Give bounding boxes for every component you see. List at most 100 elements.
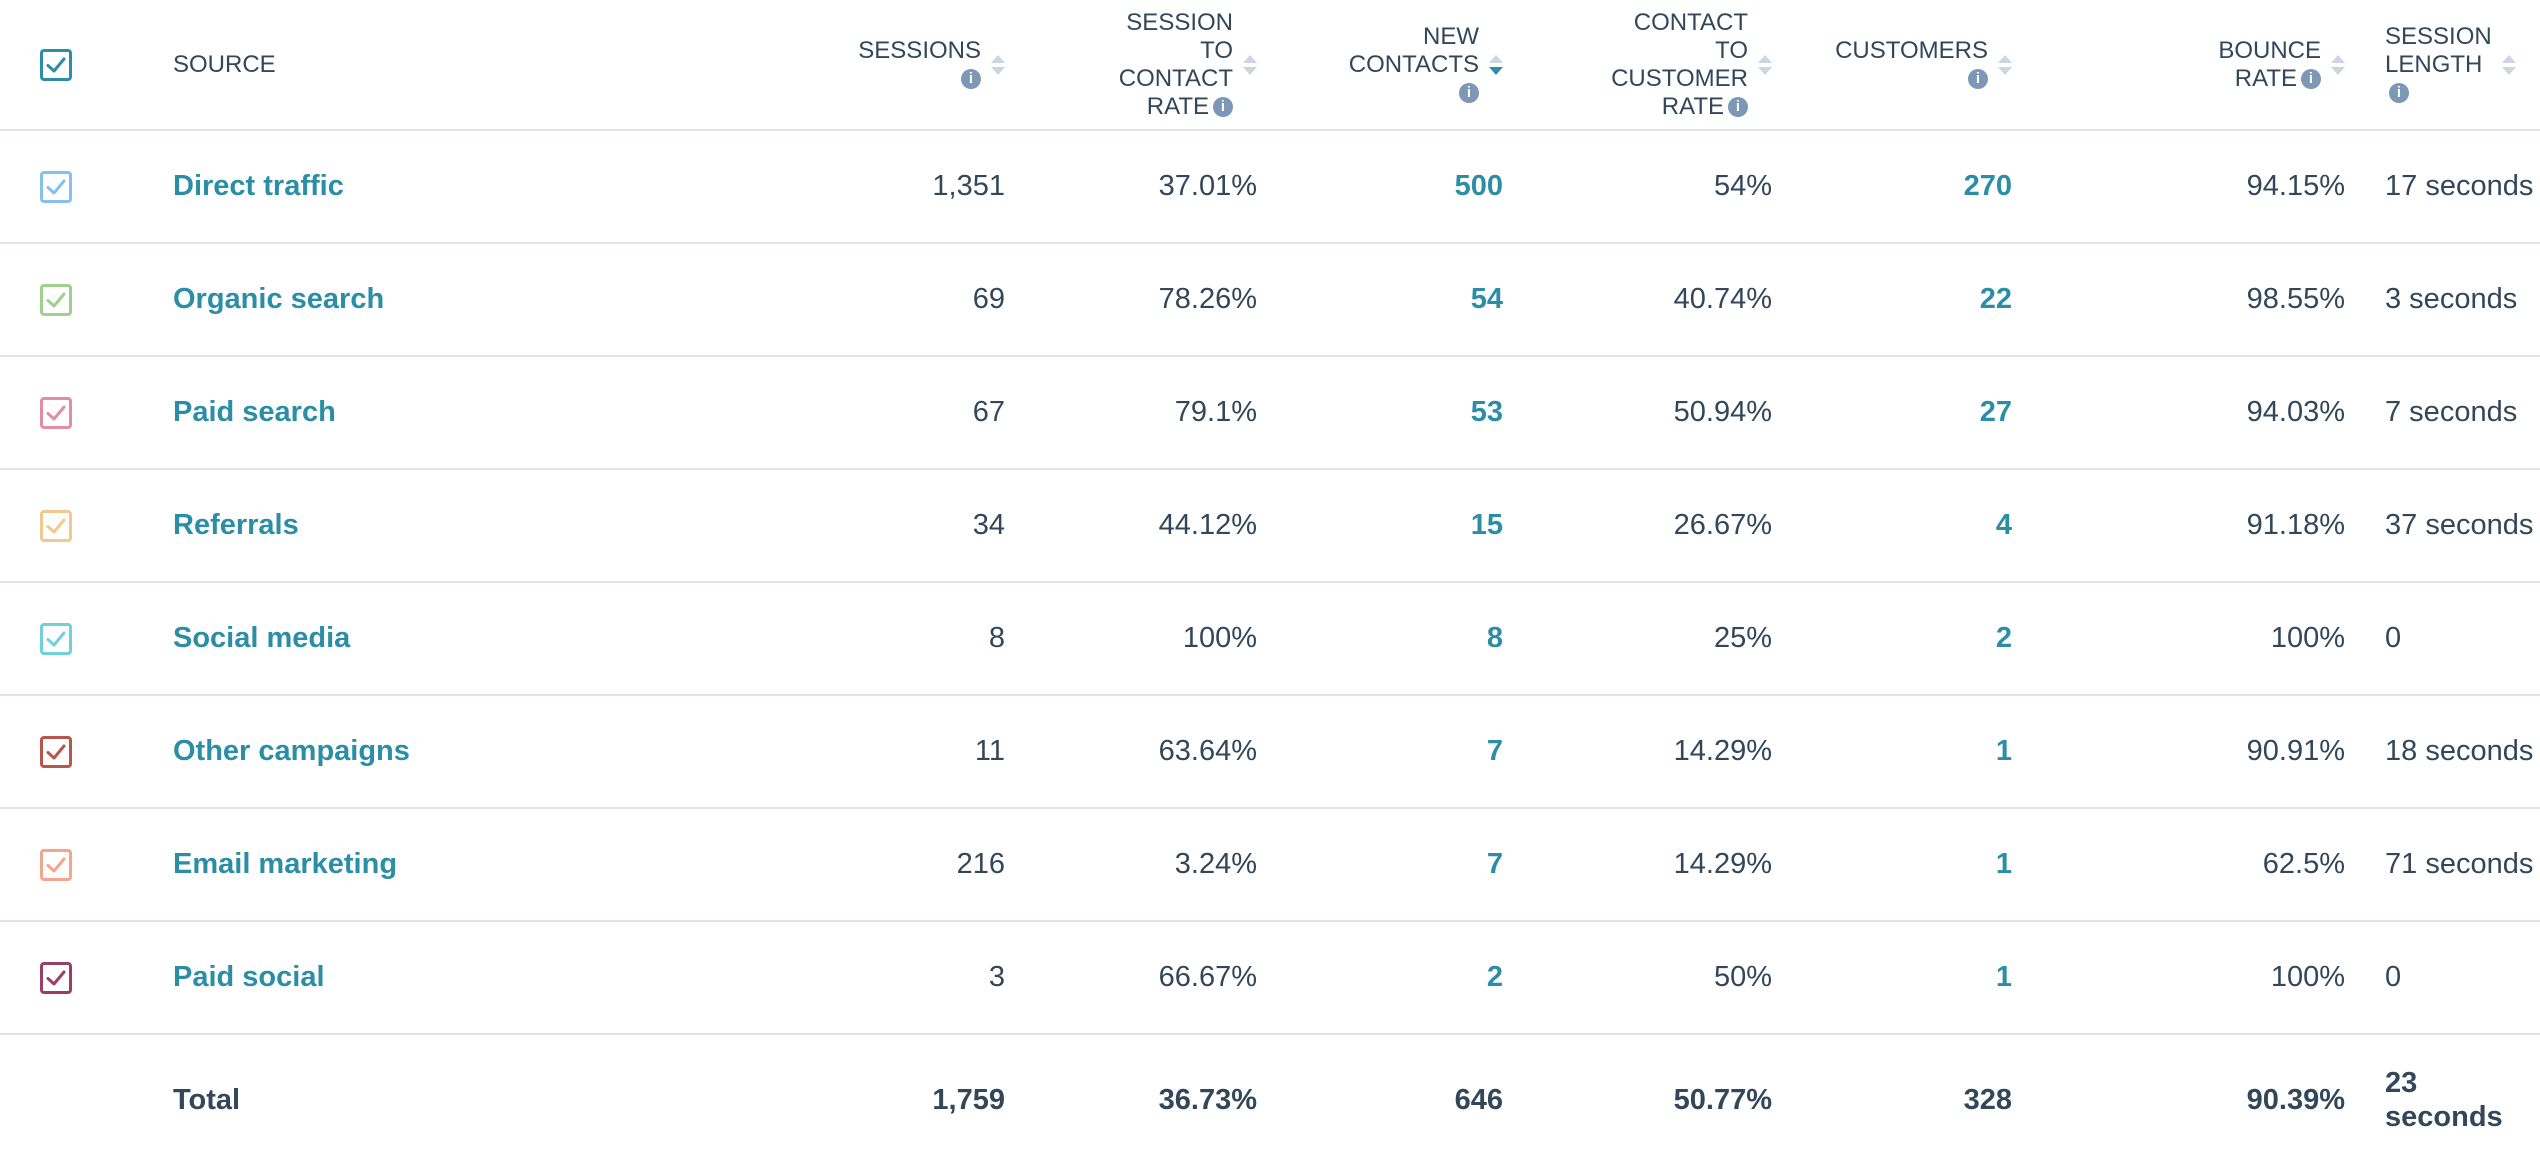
sessions-value: 11 [765, 695, 1005, 809]
bounce-rate-value: 94.03% [2012, 356, 2345, 470]
column-sessions[interactable]: SESSIONS i [765, 0, 1005, 131]
session-to-contact-rate-value: 3.24% [1005, 808, 1257, 922]
total-session-length: 23 seconds [2385, 1067, 2503, 1133]
row-checkbox[interactable] [40, 170, 72, 203]
bounce-rate-value: 90.91% [2012, 695, 2345, 809]
column-customers[interactable]: CUSTOMERS i [1772, 0, 2012, 131]
table-row: Email marketing 216 3.24% 7 14.29% 1 62.5% 71 s… [0, 808, 2540, 922]
session-to-contact-rate-value: 37.01% [1005, 130, 1257, 244]
total-row: Total 1,759 36.73% 646 50.77% 328 90.39%… [0, 1034, 2540, 1165]
row-checkbox-cell [0, 808, 173, 922]
row-checkbox[interactable] [40, 961, 72, 994]
column-sessions-label: SESSIONS i [858, 36, 981, 90]
column-source: SOURCE [173, 0, 765, 131]
source-link[interactable]: Social media [173, 622, 351, 654]
info-icon[interactable]: i [1968, 69, 1988, 90]
new-contacts-link[interactable]: 500 [1454, 170, 1503, 202]
info-icon[interactable]: i [961, 69, 981, 90]
row-checkbox-cell [0, 469, 173, 583]
column-new-contacts[interactable]: NEW CONTACTS i [1257, 0, 1503, 131]
total-session-to-contact-rate: 36.73% [1158, 1083, 1257, 1116]
bounce-rate-value: 98.55% [2012, 243, 2345, 357]
source-link[interactable]: Email marketing [173, 848, 398, 880]
total-contact-to-customer-rate: 50.77% [1673, 1083, 1772, 1116]
new-contacts-link[interactable]: 7 [1486, 848, 1503, 880]
new-contacts-link[interactable]: 15 [1470, 509, 1503, 541]
table-row: Direct traffic 1,351 37.01% 500 54% 270 94.15%… [0, 130, 2540, 244]
sort-desc-active-icon[interactable] [1489, 54, 1503, 75]
checkmark-icon [46, 179, 66, 194]
customers-link[interactable]: 1 [1995, 735, 2012, 767]
session-length-value: 0 [2345, 921, 2540, 1035]
info-icon[interactable]: i [2389, 83, 2409, 104]
column-bounce-rate[interactable]: BOUNCE RATE i [2012, 0, 2345, 131]
session-to-contact-rate-value: 78.26% [1005, 243, 1257, 357]
checkmark-icon [46, 57, 66, 72]
info-icon[interactable]: i [1213, 97, 1233, 118]
customers-link[interactable]: 270 [1963, 170, 2012, 202]
new-contacts-link[interactable]: 2 [1486, 961, 1503, 993]
customers-link[interactable]: 1 [1995, 848, 2012, 880]
row-checkbox[interactable] [40, 735, 72, 768]
customers-link[interactable]: 27 [1979, 396, 2012, 428]
contact-to-customer-rate-value: 26.67% [1503, 469, 1772, 583]
source-link[interactable]: Paid search [173, 396, 336, 428]
session-to-contact-rate-value: 79.1% [1005, 356, 1257, 470]
source-link[interactable]: Referrals [173, 509, 299, 541]
row-checkbox[interactable] [40, 622, 72, 655]
row-checkbox[interactable] [40, 509, 72, 542]
customers-link[interactable]: 4 [1995, 509, 2012, 541]
column-contact-to-customer-rate[interactable]: CONTACT TO CUSTOMER RATE i [1503, 0, 1772, 131]
column-source-label: SOURCE [173, 50, 276, 78]
info-icon[interactable]: i [1459, 83, 1479, 104]
source-link[interactable]: Paid social [173, 961, 325, 993]
source-link[interactable]: Direct traffic [173, 170, 344, 202]
bounce-rate-value: 100% [2012, 921, 2345, 1035]
customers-link[interactable]: 22 [1979, 283, 2012, 315]
row-checkbox-cell [0, 356, 173, 470]
bounce-rate-value: 94.15% [2012, 130, 2345, 244]
session-length-value: 71 seconds [2345, 808, 2540, 922]
column-bounce-rate-label: BOUNCE RATE i [2218, 36, 2321, 92]
table-row: Social media 8 100% 8 25% 2 100% 0 [0, 582, 2540, 696]
customers-link[interactable]: 1 [1995, 961, 2012, 993]
session-to-contact-rate-value: 63.64% [1005, 695, 1257, 809]
row-checkbox[interactable] [40, 848, 72, 881]
sort-icon[interactable] [1758, 54, 1772, 75]
new-contacts-link[interactable]: 7 [1486, 735, 1503, 767]
customers-link[interactable]: 2 [1995, 622, 2012, 654]
column-session-to-contact-rate[interactable]: SESSION TO CONTACT RATE i [1005, 0, 1257, 131]
sort-icon[interactable] [2331, 54, 2345, 75]
table-row: Referrals 34 44.12% 15 26.67% 4 91.18% 37 secon… [0, 469, 2540, 583]
row-checkbox-cell [0, 695, 173, 809]
checkmark-icon [46, 744, 66, 759]
sort-icon[interactable] [1998, 54, 2012, 75]
sessions-value: 8 [765, 582, 1005, 696]
total-customers: 328 [1963, 1083, 2012, 1116]
row-checkbox[interactable] [40, 396, 72, 429]
row-checkbox-cell [0, 921, 173, 1035]
contact-to-customer-rate-value: 25% [1503, 582, 1772, 696]
sessions-value: 1,351 [765, 130, 1005, 244]
header-row: SOURCE SESSIONS i SESSION TO CONTACT RATE i N… [0, 0, 2540, 131]
new-contacts-link[interactable]: 54 [1470, 283, 1503, 315]
sort-icon[interactable] [1243, 54, 1257, 75]
column-session-length[interactable]: SESSION LENGTH i [2345, 0, 2540, 131]
info-icon[interactable]: i [1728, 97, 1748, 118]
info-icon[interactable]: i [2301, 69, 2321, 90]
new-contacts-link[interactable]: 53 [1470, 396, 1503, 428]
checkmark-icon [46, 631, 66, 646]
checkmark-icon [46, 857, 66, 872]
source-link[interactable]: Other campaigns [173, 735, 410, 767]
bounce-rate-value: 62.5% [2012, 808, 2345, 922]
select-all-checkbox[interactable] [40, 48, 72, 81]
table-row: Organic search 69 78.26% 54 40.74% 22 98.55% 3 … [0, 243, 2540, 357]
sort-icon[interactable] [991, 54, 1005, 75]
sort-icon[interactable] [2501, 54, 2516, 75]
sessions-value: 67 [765, 356, 1005, 470]
source-link[interactable]: Organic search [173, 283, 385, 315]
row-checkbox[interactable] [40, 283, 72, 316]
new-contacts-link[interactable]: 8 [1486, 622, 1503, 654]
checkmark-icon [46, 405, 66, 420]
checkmark-icon [46, 292, 66, 307]
